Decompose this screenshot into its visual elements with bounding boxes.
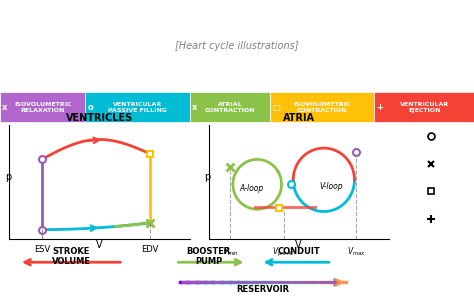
Text: RESERVOIR: RESERVOIR xyxy=(237,285,290,294)
Y-axis label: p: p xyxy=(204,172,210,182)
Text: +: + xyxy=(376,103,383,112)
Text: V-loop: V-loop xyxy=(319,182,343,191)
Text: $V_{preAC}$: $V_{preAC}$ xyxy=(273,245,296,259)
Text: x: x xyxy=(191,103,197,112)
FancyBboxPatch shape xyxy=(190,92,270,122)
Text: CONDUIT: CONDUIT xyxy=(277,247,320,256)
FancyBboxPatch shape xyxy=(374,92,474,122)
Text: VENTRICULAR
PASSIVE FILLING: VENTRICULAR PASSIVE FILLING xyxy=(108,102,167,113)
Text: [Heart cycle illustrations]: [Heart cycle illustrations] xyxy=(175,41,299,51)
Y-axis label: p: p xyxy=(5,172,11,182)
Title: ATRIA: ATRIA xyxy=(283,113,315,123)
Text: VENTRICULAR
EJECTION: VENTRICULAR EJECTION xyxy=(400,102,449,113)
FancyBboxPatch shape xyxy=(270,92,374,122)
Text: $V_{max}$: $V_{max}$ xyxy=(347,245,366,258)
Text: ATRIAL
CONTRACTION: ATRIAL CONTRACTION xyxy=(205,102,255,113)
Text: x: x xyxy=(2,103,7,112)
Text: o: o xyxy=(87,103,93,112)
X-axis label: V: V xyxy=(96,240,103,250)
Text: A-loop: A-loop xyxy=(240,184,264,193)
Text: ISOVOLUMETRIC
CONTRACTION: ISOVOLUMETRIC CONTRACTION xyxy=(293,102,351,113)
Text: EDV: EDV xyxy=(141,245,159,255)
Text: □: □ xyxy=(272,103,280,112)
FancyBboxPatch shape xyxy=(85,92,190,122)
X-axis label: V: V xyxy=(295,240,302,250)
Text: ISOVOLUMETRIC
RELAXATION: ISOVOLUMETRIC RELAXATION xyxy=(14,102,72,113)
FancyBboxPatch shape xyxy=(0,92,85,122)
Text: STROKE
VOLUME: STROKE VOLUME xyxy=(52,247,91,266)
Title: VENTRICLES: VENTRICLES xyxy=(66,113,133,123)
Text: ESV: ESV xyxy=(34,245,50,255)
Text: BOOSTER
PUMP: BOOSTER PUMP xyxy=(186,247,231,266)
Text: $V_{min}$: $V_{min}$ xyxy=(222,245,238,258)
